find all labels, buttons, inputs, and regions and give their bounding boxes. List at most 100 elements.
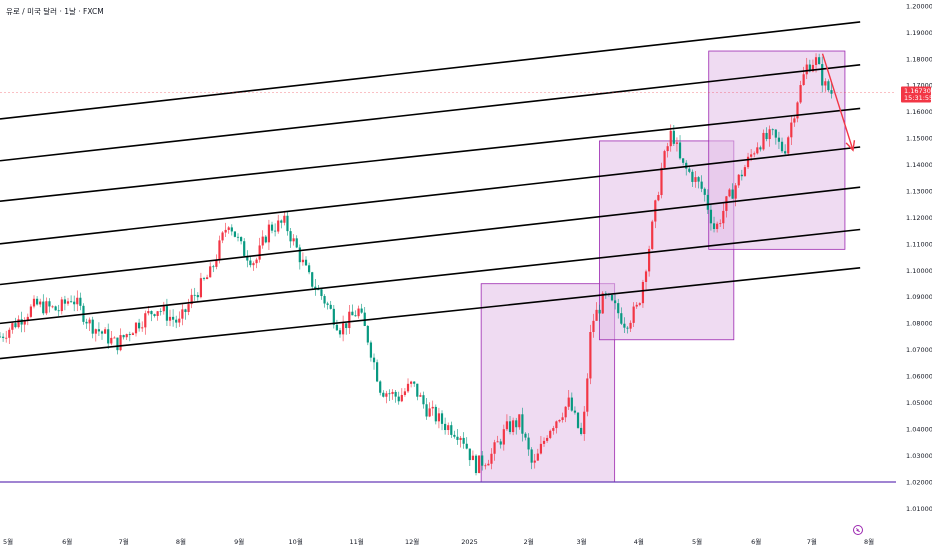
candle-body — [530, 449, 533, 463]
candle-body — [657, 195, 660, 201]
candle-body — [635, 304, 638, 307]
candle-body — [660, 167, 663, 196]
price-tick-label: 1.08000 — [906, 320, 932, 328]
candle-body — [678, 142, 682, 159]
candle-body — [589, 332, 592, 379]
candle-body — [610, 294, 614, 301]
price-tick-label: 1.20000 — [906, 2, 932, 10]
time-tick-label: 3월 — [576, 537, 586, 546]
channel-line — [0, 267, 861, 360]
time-tick-label: 2025 — [461, 538, 478, 546]
candle-body — [706, 194, 709, 210]
candle-body — [762, 132, 765, 150]
candle-body — [236, 236, 240, 238]
candle-body — [107, 329, 110, 344]
candle-body — [48, 301, 51, 307]
channel-line — [0, 228, 861, 325]
price-tick-label: 1.16000 — [906, 108, 932, 116]
candle-body — [487, 463, 490, 466]
trend-channel-lines — [0, 21, 861, 360]
candle-body — [725, 196, 728, 211]
price-tick-label: 1.15000 — [906, 135, 932, 143]
candle-body — [459, 437, 462, 440]
candle-body — [100, 331, 104, 334]
candle-body — [193, 294, 196, 296]
candle-body — [39, 301, 42, 305]
candle-body — [388, 393, 391, 395]
price-tick-label: 1.13000 — [906, 187, 932, 195]
time-tick-label: 5월 — [692, 537, 702, 546]
candle-body — [505, 421, 509, 430]
candle-body — [620, 313, 623, 324]
candle-body — [73, 301, 76, 305]
candle-body — [827, 81, 830, 91]
candle-body — [512, 420, 515, 433]
candle-body — [60, 299, 63, 312]
candle-body — [63, 299, 67, 304]
forecast-arrow[interactable] — [821, 53, 856, 152]
candle-body — [740, 174, 743, 177]
price-axis[interactable]: 1.20000 1.19000 1.18000 1.17000 1.16000 1.150… — [906, 2, 932, 512]
candle-body — [406, 383, 410, 392]
candle-body — [51, 306, 54, 308]
candle-body — [181, 309, 184, 319]
candle-body — [289, 231, 292, 242]
candle-body — [267, 224, 271, 243]
candle-body — [26, 316, 29, 321]
candle-body — [134, 322, 138, 334]
candle-body — [685, 162, 688, 169]
candle-body — [171, 316, 175, 320]
time-axis[interactable]: 5월 6월 7월 8월 9월 10월 11월 12월 2025 2월 3월 4월 5월 6월 7월 8월 — [3, 537, 874, 546]
candle-body — [669, 130, 672, 147]
candle-body — [570, 397, 573, 411]
candle-body — [644, 271, 648, 282]
candle-body — [700, 181, 703, 189]
candle-body — [147, 311, 150, 314]
time-tick-label: 8월 — [864, 537, 874, 546]
candle-body — [471, 455, 475, 461]
candle-body — [456, 436, 459, 440]
candle-body — [682, 158, 685, 163]
candle-body — [716, 223, 719, 230]
candle-body — [397, 396, 400, 402]
candle-body — [703, 188, 706, 195]
candle-body — [280, 220, 283, 223]
candle-body — [196, 295, 199, 298]
candle-body — [750, 154, 753, 157]
candle-body — [249, 260, 252, 266]
candle-body — [348, 311, 351, 329]
candle-body — [323, 296, 326, 304]
channel-line — [0, 186, 861, 286]
candle-body — [286, 215, 289, 232]
chart-title: 유로 / 미국 달러 · 1날 · FXCM — [6, 6, 104, 16]
candle-body — [137, 322, 141, 329]
bar-countdown: 15:31:55 — [904, 94, 932, 102]
candle-body — [768, 129, 771, 140]
candle-body — [224, 229, 227, 233]
candle-body — [45, 301, 48, 314]
candle-body — [131, 333, 135, 336]
price-tick-label: 1.11000 — [906, 240, 932, 248]
candle-body — [821, 64, 824, 86]
price-tick-label: 1.10000 — [906, 267, 932, 275]
time-tick-label: 7월 — [807, 537, 817, 546]
candle-body — [583, 411, 586, 434]
price-tick-label: 1.12000 — [906, 214, 932, 222]
candle-body — [549, 430, 552, 438]
price-tick-label: 1.19000 — [906, 29, 932, 37]
candle-body — [567, 397, 570, 407]
candle-body — [91, 319, 94, 334]
candle-body — [14, 323, 17, 328]
candle-body — [103, 329, 107, 334]
highlight-box — [480, 283, 616, 483]
candle-body — [802, 74, 805, 86]
candle-body — [32, 298, 36, 307]
candle-body — [23, 320, 26, 325]
candle-body — [552, 428, 555, 431]
time-tick-label: 6월 — [751, 537, 761, 546]
candle-body — [218, 240, 221, 261]
candle-body — [57, 310, 60, 312]
candle-body — [592, 320, 595, 333]
forecast-arrow-shaft — [821, 53, 854, 151]
